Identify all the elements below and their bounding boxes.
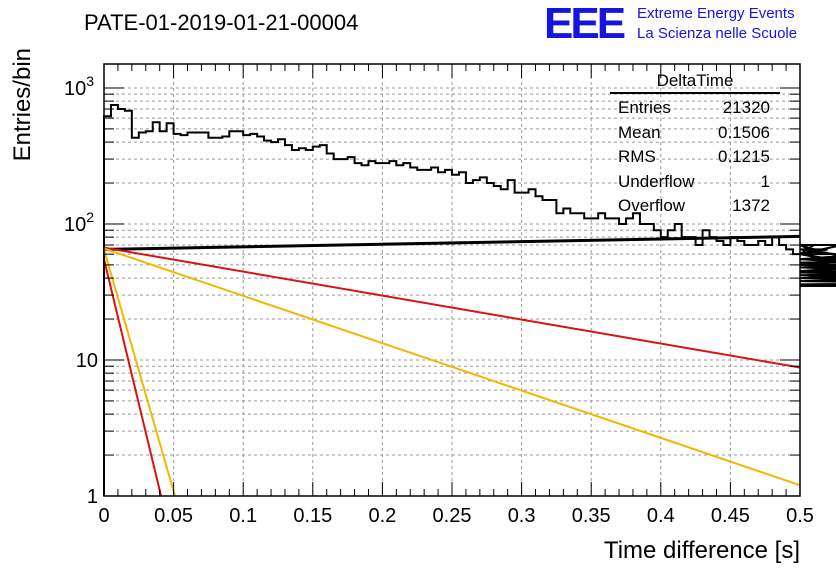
stats-label: RMS <box>618 147 656 166</box>
x-tick-label: 0.15 <box>293 505 332 527</box>
histogram-step <box>103 103 836 496</box>
stats-box: DeltaTime Entries 21320 Mean 0.1506 RMS 0.1… <box>610 70 780 219</box>
stats-label: Entries <box>618 98 671 117</box>
y-tick-label: 103 <box>64 73 94 100</box>
stats-label: Underflow <box>618 171 695 191</box>
stats-label: Mean <box>618 122 661 142</box>
x-tick-label: 0.2 <box>368 505 396 527</box>
stats-value: 0.1215 <box>718 147 770 166</box>
stats-title: DeltaTime <box>610 70 780 94</box>
stats-label: Overflow <box>618 196 686 215</box>
x-tick-label: 0.25 <box>433 505 472 527</box>
eee-logo: EEE <box>544 0 626 48</box>
stats-row: Overflow 1372 <box>610 194 780 219</box>
chart-title: PATE-01-2019-01-21-00004 <box>84 10 359 35</box>
x-tick-label: 0.35 <box>572 505 611 527</box>
x-tick-label: 0.45 <box>711 505 750 527</box>
y-axis-label: Entries/bin <box>9 48 36 161</box>
fit-line <box>103 247 801 487</box>
stats-value: 0.1506 <box>718 122 770 142</box>
fit-line <box>103 249 176 497</box>
x-tick-label: 0.3 <box>508 505 536 527</box>
ticks <box>103 64 801 497</box>
x-tick-label: 0.1 <box>229 505 257 527</box>
fit-line <box>103 246 801 369</box>
stats-value: 1 <box>760 171 770 191</box>
stats-value: 1372 <box>732 196 770 215</box>
histogram <box>103 103 836 496</box>
y-tick-label: 1 <box>87 486 98 508</box>
fit-lines <box>103 234 801 497</box>
x-axis-label: Time difference [s] <box>604 537 800 564</box>
logo-caption: Extreme Energy Events La Scienza nelle S… <box>637 4 797 44</box>
stats-value: 21320 <box>722 98 770 117</box>
logo-line-1: Extreme Energy Events <box>637 5 795 22</box>
x-tick-label: 0.05 <box>154 505 193 527</box>
stats-row: Mean 0.1506 <box>610 121 780 146</box>
stats-row: Underflow 1 <box>610 170 780 195</box>
y-tick-label: 102 <box>64 209 94 236</box>
fit-line <box>103 259 163 497</box>
stats-row: RMS 0.1215 <box>610 145 780 170</box>
logo-line-2: La Scienza nelle Scuole <box>637 25 798 42</box>
stats-row: Entries 21320 <box>610 96 780 121</box>
fit-line <box>103 234 801 251</box>
x-tick-label: 0.5 <box>786 505 814 527</box>
x-tick-label: 0 <box>98 505 109 527</box>
y-tick-label: 10 <box>76 350 98 372</box>
x-tick-label: 0.4 <box>647 505 675 527</box>
